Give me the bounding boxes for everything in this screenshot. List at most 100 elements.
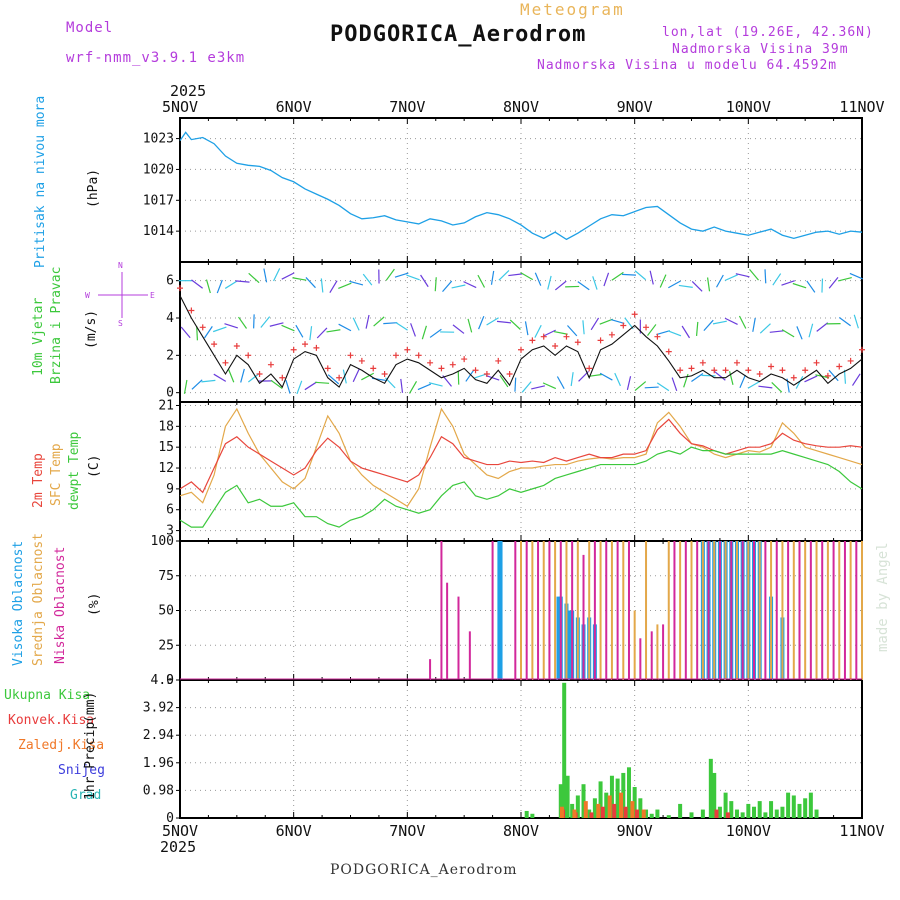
wind-arrow: [499, 375, 509, 388]
mid-cloud-bar: [542, 541, 545, 680]
y-tick-label: 1014: [143, 224, 174, 239]
wind-arrow: [338, 282, 352, 289]
wind-arrow: [514, 377, 517, 392]
total-precip-bar: [530, 813, 535, 818]
wind-arrow: [263, 268, 268, 283]
mid-cloud-bar: [531, 541, 534, 680]
wind-arrow: [547, 275, 552, 290]
wind-arrow: [521, 381, 532, 393]
low-cloud-bar: [593, 541, 596, 680]
total-precip-bar: [575, 795, 580, 818]
wind-gust-mark: [620, 322, 627, 329]
wind-gust-mark: [358, 357, 365, 364]
wind-arrow: [273, 268, 281, 282]
wind-arrow: [577, 281, 590, 291]
wind-arrow: [191, 379, 203, 390]
mid-cloud-bar: [713, 541, 716, 680]
low-cloud-bar: [582, 554, 585, 680]
wind-arrow: [695, 321, 699, 336]
total-precip-bar: [723, 792, 728, 818]
total-precip-bar: [774, 809, 779, 818]
wind-arrow: [373, 316, 385, 327]
total-precip-bar: [621, 772, 626, 818]
wind-arrow: [238, 316, 248, 329]
mid-cloud-bar: [861, 541, 863, 680]
y-tick-label: 3.92: [143, 701, 174, 716]
wind-arrow: [849, 272, 863, 280]
y-tick-label: 1023: [143, 132, 174, 147]
mid-cloud-bar: [849, 541, 852, 680]
wind-gust-mark: [449, 361, 456, 368]
grid-precip-bar: [559, 806, 564, 818]
y-tick-label: 0: [166, 386, 174, 401]
low-cloud-bar: [605, 541, 608, 680]
low-cloud-bar: [730, 541, 733, 680]
mid-cloud-bar: [724, 541, 727, 680]
wind-gust-mark: [506, 371, 513, 377]
wind-gust-mark: [802, 367, 809, 374]
wind-gust-mark: [699, 359, 706, 366]
wind-gust-mark: [529, 337, 536, 344]
wind-arrow: [592, 276, 598, 290]
wind-arrow: [421, 325, 428, 340]
wind-gust-mark: [836, 363, 843, 370]
wind-arrow: [478, 315, 485, 330]
x-tick-label-bottom: 8NOV: [503, 822, 539, 840]
t2m-line: [179, 418, 863, 494]
low-cloud-bar: [718, 541, 721, 680]
panel-4: 0 0.98 1.96 2.94 3.92 4.9: [143, 673, 863, 826]
low-cloud-bar: [457, 596, 460, 680]
y-tick-label: 25: [158, 638, 174, 653]
wind-arrow: [417, 383, 432, 391]
wind-gust-mark: [211, 341, 218, 348]
x-tick-label-top: 7NOV: [389, 98, 425, 116]
wind-gust-mark: [756, 371, 763, 377]
total-precip-bar: [604, 792, 609, 818]
wind-arrow: [227, 369, 235, 383]
total-precip-bar: [717, 806, 722, 818]
wind-arrow: [590, 317, 600, 331]
watermark: made by Angel: [875, 542, 891, 652]
y-tick-label: 6: [166, 503, 174, 518]
wind-arrow: [570, 372, 574, 387]
wind-arrow: [467, 318, 473, 333]
legend-total-precip: Ukupna Kisa: [4, 688, 90, 703]
wind-gust-mark: [222, 359, 229, 366]
wind-gust-mark: [267, 361, 274, 368]
compass-e: E: [150, 291, 155, 300]
wind-arrow: [269, 322, 284, 327]
y-tick-label: 12: [158, 461, 174, 476]
temp-unit: (C): [87, 455, 102, 478]
total-precip-bar: [780, 806, 785, 818]
mid-cloud-bar: [633, 610, 636, 680]
altitude-label: Nadmorska Visina 39m: [672, 42, 849, 57]
wind-arrow: [838, 276, 852, 282]
wind-arrow: [201, 379, 216, 383]
wind-gust-mark: [552, 343, 559, 349]
wind-arrow: [247, 372, 260, 383]
wind-gust-mark: [813, 359, 820, 366]
wind-gust-mark: [597, 337, 604, 344]
wind-arrow: [296, 380, 303, 395]
wind-arrow: [316, 327, 328, 339]
total-precip-bar: [712, 772, 717, 818]
low-cloud-bar: [775, 541, 778, 680]
y-tick-label: 2.94: [143, 728, 174, 743]
high-cloud-bar: [566, 610, 571, 680]
mid-cloud-bar: [656, 624, 659, 680]
wind-arrow: [326, 329, 341, 333]
wind-arrow: [681, 325, 691, 339]
wind-arrow: [442, 280, 453, 293]
wind-arrow: [205, 279, 211, 294]
total-precip-bar: [632, 787, 637, 818]
wind-unit: (m/s): [84, 310, 99, 349]
wind-arrow: [828, 276, 839, 289]
low-cloud-bar: [832, 541, 835, 680]
wind-arrow: [352, 368, 360, 383]
wind-arrow: [659, 274, 667, 288]
wind-arrow: [634, 270, 647, 281]
wind-gust-mark: [563, 333, 570, 340]
wind-arrow: [852, 373, 861, 386]
compass-s: S: [118, 319, 123, 328]
mid-cloud-bar: [770, 541, 773, 680]
